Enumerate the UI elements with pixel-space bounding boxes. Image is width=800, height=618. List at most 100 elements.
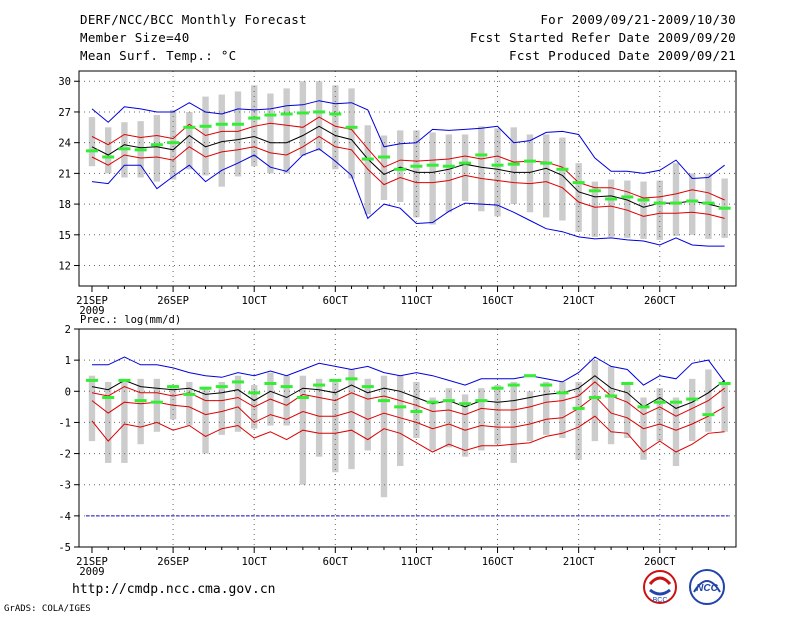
temp-median-mark bbox=[540, 161, 553, 165]
temp-median-mark bbox=[442, 164, 455, 168]
prec-max-line bbox=[92, 356, 726, 386]
prec-spread-box bbox=[591, 360, 599, 442]
prec-spread-box bbox=[88, 375, 96, 442]
temp-spread-box bbox=[494, 128, 501, 217]
prec-median-mark bbox=[702, 413, 715, 417]
prec-median-mark bbox=[345, 377, 358, 381]
prec-spread-box bbox=[607, 366, 615, 445]
temp-median-mark bbox=[394, 167, 407, 171]
prec-median-mark bbox=[572, 406, 585, 410]
prec-spread-box bbox=[575, 381, 582, 460]
prec-spread-box bbox=[186, 381, 193, 426]
prec-spread-box bbox=[672, 397, 680, 467]
prec-median-mark bbox=[507, 383, 520, 387]
temp-median-mark bbox=[637, 198, 650, 202]
prec-xtick-label: 11OCT bbox=[401, 556, 433, 568]
prec-median-mark bbox=[621, 382, 634, 385]
member-size: Member Size=40 bbox=[80, 30, 190, 45]
temp-median-mark bbox=[588, 189, 601, 193]
temp-spread-box bbox=[624, 180, 631, 238]
temp-spread-box bbox=[218, 94, 225, 187]
prec-xtick-label: 6OCT bbox=[323, 556, 349, 568]
start-date: Fcst Started Refer Date 2009/09/20 bbox=[469, 30, 736, 45]
prec-xtick-label: 16OCT bbox=[482, 556, 514, 568]
temp-median-mark bbox=[215, 122, 228, 126]
temp-xtick-label: 21SEP bbox=[76, 295, 108, 307]
temp-xtick-label: 26SEP bbox=[157, 295, 189, 307]
prec-panel: -5 -4 -3 -2 -1 0 1 2 21SEP 26SEP 1OCT 6OCT 11OCT 16OC… bbox=[58, 324, 737, 578]
prec-spread-box bbox=[169, 388, 177, 420]
prec-spread-box bbox=[137, 378, 144, 445]
prec-spread-box bbox=[689, 378, 696, 442]
temp-year-label: 2009 bbox=[79, 305, 104, 317]
temp-median-mark bbox=[231, 122, 244, 126]
temp-spread-box bbox=[478, 126, 485, 212]
prec-spread-box bbox=[348, 369, 355, 470]
temp-spread-box bbox=[413, 130, 420, 218]
prec-spread-box bbox=[218, 381, 225, 435]
prec-ytick-label: -1 bbox=[58, 417, 71, 429]
ncc-logo-text: NCC bbox=[696, 583, 718, 594]
temp-max-line bbox=[91, 100, 725, 180]
temp-xtick-label: 21OCT bbox=[563, 295, 595, 307]
temp-median-mark bbox=[199, 124, 212, 128]
prec-spread-box bbox=[397, 375, 404, 467]
temp-median-mark bbox=[345, 125, 358, 129]
temp-spread-box bbox=[575, 163, 582, 232]
prec-xtick-label: 26SEP bbox=[157, 556, 189, 568]
prec-ytick-label: -2 bbox=[58, 449, 71, 461]
bcc-logo: BCC bbox=[643, 570, 677, 604]
temp-median-mark bbox=[167, 141, 180, 145]
temp-median-mark bbox=[410, 164, 423, 168]
temp-ytick-label: 27 bbox=[58, 107, 71, 119]
prec-spread-box bbox=[526, 391, 534, 442]
prec-spread-box bbox=[543, 381, 550, 435]
temp-median-mark bbox=[686, 199, 699, 203]
prec-median-mark bbox=[491, 386, 504, 390]
prec-median-mark bbox=[264, 382, 277, 385]
temp-median-mark bbox=[702, 201, 715, 205]
temp-spread-box bbox=[283, 88, 290, 174]
temp-spread-box bbox=[689, 173, 696, 235]
prec-xtick-label: 1OCT bbox=[242, 556, 268, 568]
prec-median-mark bbox=[442, 399, 455, 403]
temp-median-mark bbox=[150, 143, 163, 147]
prec-median-mark bbox=[118, 378, 131, 382]
temp-spread-box bbox=[348, 88, 355, 179]
prec-median-mark bbox=[605, 394, 618, 398]
variable-label: Mean Surf. Temp.: °C bbox=[80, 48, 237, 63]
prec-ytick-label: -5 bbox=[58, 542, 71, 554]
prec-xtick-label: 26OCT bbox=[644, 556, 676, 568]
temp-ytick-label: 30 bbox=[58, 76, 71, 88]
temp-median-mark bbox=[491, 163, 504, 167]
temp-spread-box bbox=[656, 180, 663, 240]
prec-spread-box bbox=[364, 378, 371, 451]
prec-median-mark bbox=[686, 397, 699, 401]
temp-median-mark bbox=[572, 181, 585, 185]
temp-median-mark bbox=[718, 206, 731, 210]
prec-median-mark bbox=[248, 391, 261, 395]
prec-median-mark bbox=[669, 400, 682, 404]
temp-spread-box bbox=[640, 181, 647, 239]
temp-median-mark bbox=[507, 162, 520, 166]
temp-spread-box bbox=[299, 81, 307, 156]
temp-frame bbox=[78, 70, 737, 287]
source-url[interactable]: http://cmdp.ncc.cma.gov.cn bbox=[72, 582, 276, 597]
prec-median-mark bbox=[167, 385, 180, 389]
prec-spread-box bbox=[283, 375, 290, 426]
prec-median-mark bbox=[637, 405, 650, 409]
temp-median-mark bbox=[280, 112, 293, 116]
prec-median-mark bbox=[588, 396, 601, 400]
temp-median-mark bbox=[118, 147, 131, 151]
prec-ytick-label: -3 bbox=[58, 480, 71, 492]
temp-ytick-label: 18 bbox=[58, 199, 71, 211]
prec-median-mark bbox=[410, 410, 423, 414]
prec-lower-line bbox=[91, 395, 725, 431]
logos: BCC NCC bbox=[643, 569, 725, 605]
temp-xtick-label: 1OCT bbox=[242, 295, 268, 307]
prec-median-mark bbox=[459, 402, 472, 406]
prec-median-mark bbox=[199, 386, 212, 390]
temp-min-line bbox=[91, 148, 725, 247]
temp-spread-box bbox=[461, 134, 469, 202]
temp-spread-box bbox=[429, 132, 436, 225]
